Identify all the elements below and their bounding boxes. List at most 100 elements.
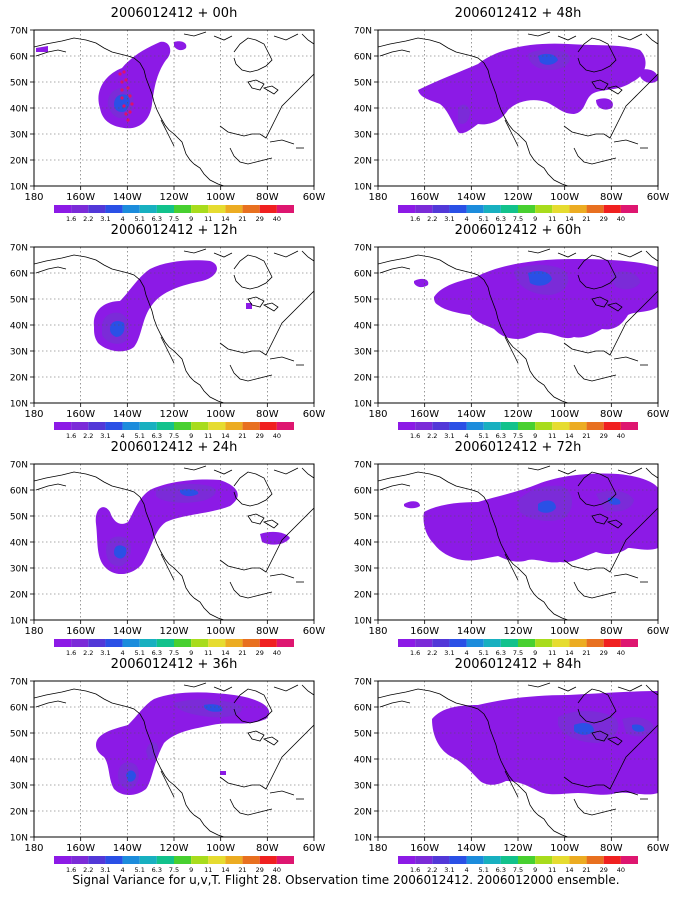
variance-contour-p72-5 — [404, 501, 420, 509]
colorbar-swatch — [569, 856, 587, 864]
colorbar-label: 3.1 — [444, 215, 454, 223]
colorbar-swatch — [139, 856, 157, 864]
colorbar-swatch — [535, 205, 553, 213]
lat-tick-label: 60N — [354, 704, 372, 714]
lat-tick-label: 30N — [354, 565, 372, 575]
colorbar-label: 3.1 — [444, 649, 454, 657]
variance-contour-p72-3 — [538, 500, 556, 513]
colorbar-swatch — [225, 639, 243, 647]
colorbar-swatch — [466, 205, 484, 213]
variance-contour-p00-4 — [174, 41, 187, 51]
colorbar-label: 6.3 — [152, 649, 162, 657]
colorbar-swatch — [500, 205, 518, 213]
colorbar-swatch — [191, 639, 209, 647]
colorbar-label: 3.1 — [444, 432, 454, 440]
colorbar-swatch — [71, 856, 89, 864]
colorbar-swatch — [500, 639, 518, 647]
colorbar: 1.6 2.2 3.1 4 5.1 6.3 7.5 9 11 14 21 29 40 — [398, 205, 638, 223]
colorbar-swatch — [276, 639, 294, 647]
colorbar-label: 9 — [189, 215, 193, 223]
colorbar-label: 7.5 — [169, 866, 179, 874]
lat-tick-label: 30N — [354, 348, 372, 358]
panel-title: 2006012412 + 84h — [455, 657, 582, 672]
lat-tick-label: 70N — [354, 461, 372, 471]
colorbar-swatch — [535, 639, 553, 647]
lon-tick-label: 160W — [66, 192, 95, 203]
lon-tick-label: 140W — [457, 843, 486, 854]
colorbar-label: 21 — [238, 215, 246, 223]
variance-contour-p12-3 — [246, 303, 252, 309]
colorbar-swatch — [105, 422, 123, 430]
colorbar-label: 11 — [204, 215, 212, 223]
lat-tick-label: 60N — [10, 270, 28, 280]
lat-tick-label: 10N — [10, 617, 28, 627]
colorbar-label: 5.1 — [479, 215, 489, 223]
colorbar-label: 4 — [465, 866, 469, 874]
flight-track-point — [122, 104, 126, 108]
colorbar-label: 29 — [600, 866, 608, 874]
colorbar-swatch — [208, 639, 226, 647]
lat-tick-label: 10N — [354, 617, 372, 627]
colorbar-swatch — [208, 422, 226, 430]
colorbar-swatch — [586, 205, 604, 213]
variance-contour-p60-4 — [414, 278, 429, 288]
colorbar-swatch — [208, 205, 226, 213]
map-panel-p60: 2006012412 + 60h 70N 60N 50N 40N 30N 20N 10N180… — [354, 223, 670, 440]
lon-tick-label: 140W — [457, 192, 486, 203]
lat-tick-label: 60N — [354, 487, 372, 497]
colorbar-label: 29 — [256, 866, 264, 874]
colorbar: 1.6 2.2 3.1 4 5.1 6.3 7.5 9 11 14 21 29 40 — [398, 422, 638, 440]
colorbar-swatch — [208, 856, 226, 864]
colorbar-swatch — [483, 422, 501, 430]
colorbar-label: 40 — [273, 866, 281, 874]
map-panel-p84: 2006012412 + 84h 70N 60N 50N 40N 30N 20N 10N180… — [354, 657, 670, 874]
colorbar-swatch — [242, 205, 260, 213]
lat-tick-label: 20N — [354, 157, 372, 167]
colorbar-label: 14 — [221, 649, 229, 657]
lon-tick-label: 100W — [206, 626, 235, 637]
colorbar-swatch — [500, 422, 518, 430]
colorbar-swatch — [122, 856, 140, 864]
flight-track-point — [120, 88, 124, 92]
lat-tick-label: 40N — [10, 105, 28, 115]
colorbar-label: 4 — [121, 866, 125, 874]
colorbar-swatch — [535, 422, 553, 430]
lat-tick-label: 30N — [10, 348, 28, 358]
colorbar-swatch — [259, 639, 277, 647]
lat-tick-label: 30N — [10, 565, 28, 575]
colorbar-label: 7.5 — [513, 432, 523, 440]
lat-tick-label: 70N — [354, 244, 372, 254]
variance-contour-p00-3 — [36, 46, 48, 52]
colorbar-swatch — [398, 205, 416, 213]
colorbar-label: 40 — [617, 432, 625, 440]
colorbar-label: 4 — [121, 215, 125, 223]
lon-tick-label: 180 — [368, 409, 387, 420]
flight-track-point — [130, 102, 134, 106]
lat-tick-label: 20N — [354, 591, 372, 601]
colorbar-swatch — [122, 205, 140, 213]
colorbar-swatch — [174, 205, 192, 213]
lon-tick-label: 160W — [410, 626, 439, 637]
lat-tick-label: 40N — [354, 322, 372, 332]
colorbar-label: 29 — [256, 432, 264, 440]
lat-tick-label: 70N — [10, 678, 28, 688]
colorbar-label: 7.5 — [169, 649, 179, 657]
panel-title: 2006012412 + 60h — [455, 223, 582, 238]
lon-tick-label: 100W — [206, 843, 235, 854]
lon-tick-label: 60W — [303, 626, 326, 637]
colorbar-swatch — [105, 205, 123, 213]
lon-tick-label: 80W — [600, 626, 623, 637]
lon-tick-label: 100W — [550, 843, 579, 854]
colorbar-swatch — [449, 422, 467, 430]
variance-contour-p48-5 — [640, 69, 658, 83]
lat-tick-label: 50N — [354, 296, 372, 306]
colorbar-label: 4 — [465, 215, 469, 223]
lat-tick-label: 10N — [10, 183, 28, 193]
colorbar-label: 14 — [221, 866, 229, 874]
colorbar-swatch — [415, 639, 433, 647]
colorbar-swatch — [586, 422, 604, 430]
colorbar-label: 5.1 — [135, 215, 145, 223]
lat-tick-label: 70N — [354, 678, 372, 688]
lon-tick-label: 120W — [504, 409, 533, 420]
colorbar-swatch — [139, 205, 157, 213]
